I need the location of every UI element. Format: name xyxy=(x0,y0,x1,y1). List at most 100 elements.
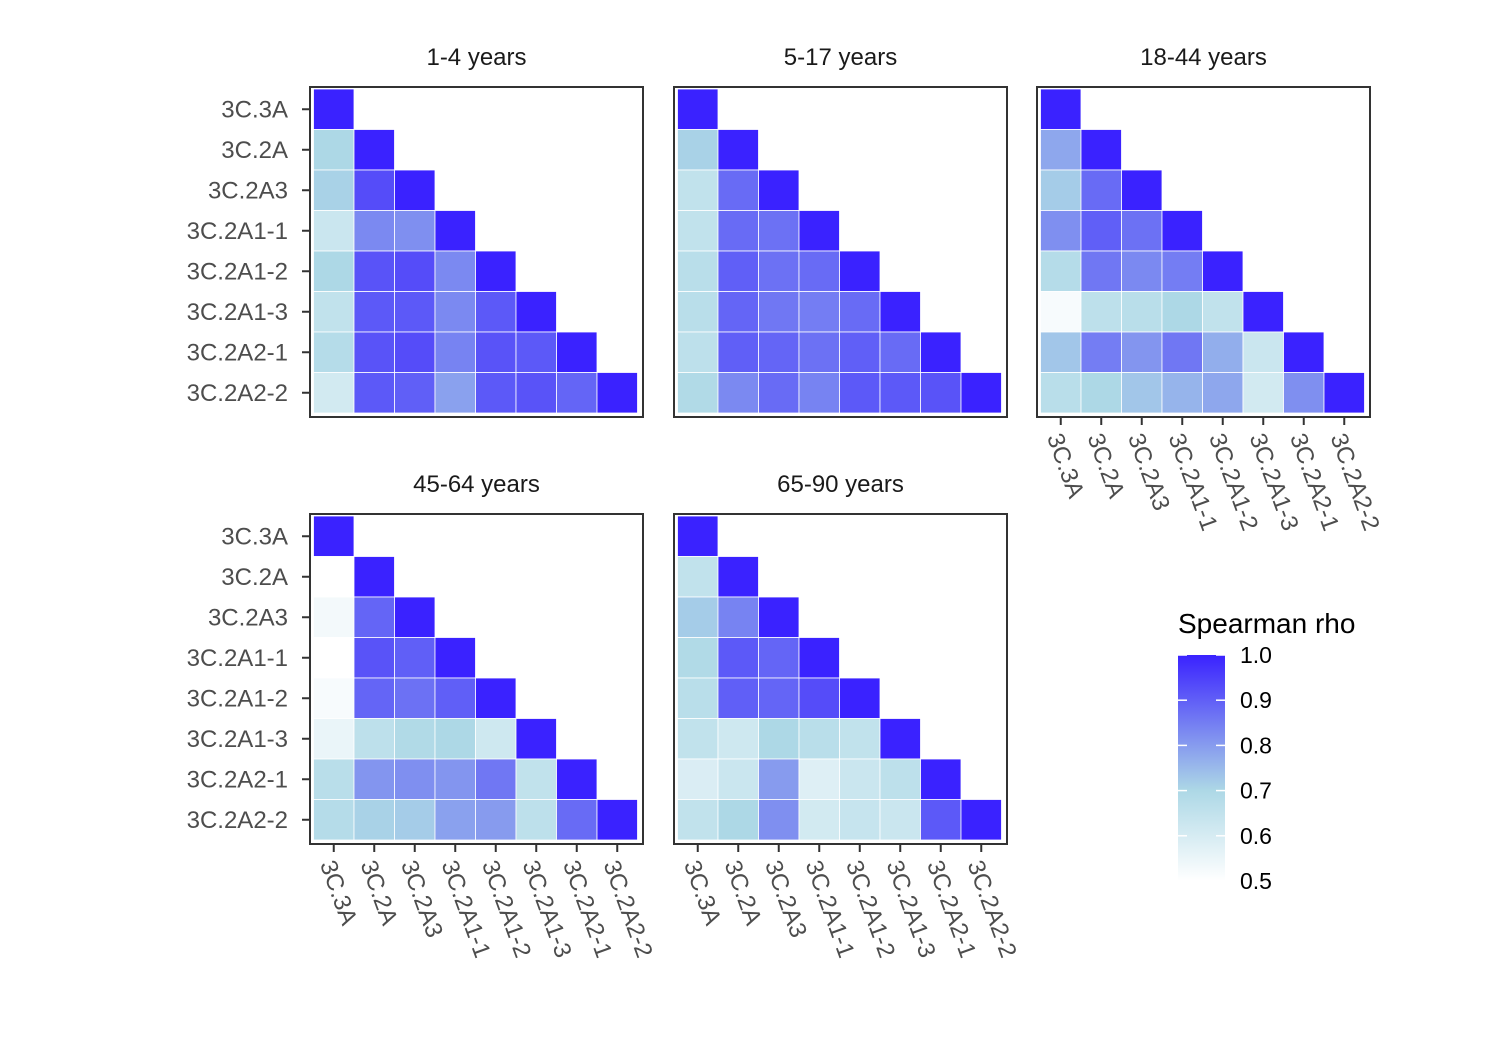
heatmap-cell xyxy=(353,210,395,252)
heatmap-cell xyxy=(394,677,436,719)
heatmap-cell xyxy=(798,799,840,841)
legend-tick-label: 0.7 xyxy=(1240,778,1272,804)
facets: 1-4 years 3C.3A 3C.2A 3C.2A3 3C.2A1-1 3C.2A1-… xyxy=(187,44,1385,961)
panel-border xyxy=(673,86,1008,418)
heatmap-cell xyxy=(1121,169,1163,211)
heatmap-cell xyxy=(879,291,921,333)
heatmap-cell xyxy=(475,372,517,414)
heatmap-cell xyxy=(353,129,395,171)
heatmap-cell xyxy=(1242,291,1284,333)
heatmap-cell xyxy=(353,637,395,679)
heatmap-cell xyxy=(758,718,800,760)
heatmap-cell xyxy=(1040,129,1082,171)
heatmap-cell xyxy=(1323,372,1365,414)
heatmap-cell xyxy=(798,637,840,679)
heatmap-cell xyxy=(798,210,840,252)
heatmap-cell xyxy=(1040,291,1082,333)
heatmap-cell xyxy=(839,677,881,719)
heatmap-cell xyxy=(717,758,759,800)
heatmap-cell xyxy=(677,210,719,252)
heatmap-cell xyxy=(758,331,800,373)
heatmap-cell xyxy=(677,169,719,211)
legend-tick-label: 1.0 xyxy=(1240,642,1272,668)
heatmap-cell xyxy=(515,799,557,841)
heatmap-cell xyxy=(960,799,1002,841)
heatmap-cell xyxy=(717,210,759,252)
heatmap-cell xyxy=(394,718,436,760)
heatmap-cell xyxy=(434,210,476,252)
heatmap-cell xyxy=(313,677,355,719)
heatmap-cell xyxy=(677,637,719,679)
heatmap-cell xyxy=(839,799,881,841)
panel-border xyxy=(673,513,1008,845)
legend-title: Spearman rho xyxy=(1178,608,1355,639)
heatmap-cell xyxy=(353,291,395,333)
facet-title: 18-44 years xyxy=(1140,44,1267,71)
heatmap-cell xyxy=(1040,210,1082,252)
heatmap-cell xyxy=(879,372,921,414)
heatmap-cell xyxy=(879,331,921,373)
heatmap-cell xyxy=(879,718,921,760)
heatmap-cell xyxy=(758,596,800,638)
heatmap-cell xyxy=(313,799,355,841)
legend-colorbar xyxy=(1178,655,1225,881)
heatmap-cell xyxy=(758,799,800,841)
heatmap-cell xyxy=(677,799,719,841)
heatmap-cell xyxy=(717,637,759,679)
legend-ticks: 0.5 0.6 0.7 0.8 0.9 1.0 xyxy=(1178,642,1272,894)
heatmap-cell xyxy=(353,250,395,292)
y-tick-label: 3C.2A2-2 xyxy=(187,807,288,834)
heatmap-cell xyxy=(515,291,557,333)
heatmap-cell xyxy=(353,372,395,414)
heatmap-cell xyxy=(717,556,759,598)
heatmap-cell xyxy=(1161,210,1203,252)
heatmap-cell xyxy=(394,331,436,373)
heatmap-cell xyxy=(353,169,395,211)
heatmap-cell xyxy=(434,331,476,373)
heatmap-cell xyxy=(798,758,840,800)
heatmap-cell xyxy=(677,88,719,130)
heatmap-cell xyxy=(313,515,355,557)
heatmap-cell xyxy=(313,169,355,211)
heatmap-cell xyxy=(758,291,800,333)
heatmap-cell xyxy=(798,291,840,333)
heatmap-cell xyxy=(1283,331,1325,373)
heatmap-cell xyxy=(1121,291,1163,333)
heatmap-cell xyxy=(313,331,355,373)
heatmap-cell xyxy=(1242,372,1284,414)
heatmap-cell xyxy=(758,758,800,800)
heatmap-cell xyxy=(1161,250,1203,292)
heatmap-cell xyxy=(353,331,395,373)
heatmap-cell xyxy=(960,372,1002,414)
panel-border xyxy=(1036,86,1371,418)
heatmap-cell xyxy=(677,250,719,292)
heatmap-cell xyxy=(394,799,436,841)
heatmap-cell xyxy=(758,677,800,719)
heatmap-cell xyxy=(879,758,921,800)
heatmap-cell xyxy=(677,515,719,557)
y-tick-label: 3C.2A xyxy=(221,137,288,164)
heatmap-cell xyxy=(353,718,395,760)
heatmap-cell xyxy=(313,758,355,800)
facet-panel: 18-44 years3C.3A3C.2A3C.2A33C.2A1-13C.2A… xyxy=(1036,44,1385,534)
heatmap-cell xyxy=(1080,129,1122,171)
heatmap-cell xyxy=(839,758,881,800)
heatmap-cell xyxy=(758,169,800,211)
heatmap-cell xyxy=(758,250,800,292)
legend-tick-label: 0.8 xyxy=(1240,732,1272,758)
heatmap-cell xyxy=(717,799,759,841)
heatmap-cell xyxy=(717,718,759,760)
heatmap-cell xyxy=(1242,331,1284,373)
legend-tick-label: 0.5 xyxy=(1240,868,1272,894)
heatmap-cell xyxy=(1080,331,1122,373)
heatmap-cell xyxy=(313,372,355,414)
facet-panel: 45-64 years 3C.3A 3C.2A 3C.2A3 3C.2A1-1 3C.2A… xyxy=(187,471,658,961)
facet-panel: 1-4 years 3C.3A 3C.2A 3C.2A3 3C.2A1-1 3C.2A1-… xyxy=(187,44,644,418)
y-tick-label: 3C.2A2-1 xyxy=(187,339,288,366)
heatmap-cell xyxy=(515,718,557,760)
heatmap-cell xyxy=(475,291,517,333)
heatmap-cell xyxy=(798,331,840,373)
y-tick-label: 3C.2A2-2 xyxy=(187,380,288,407)
heatmap-cell xyxy=(313,210,355,252)
heatmap-cell xyxy=(313,556,355,598)
